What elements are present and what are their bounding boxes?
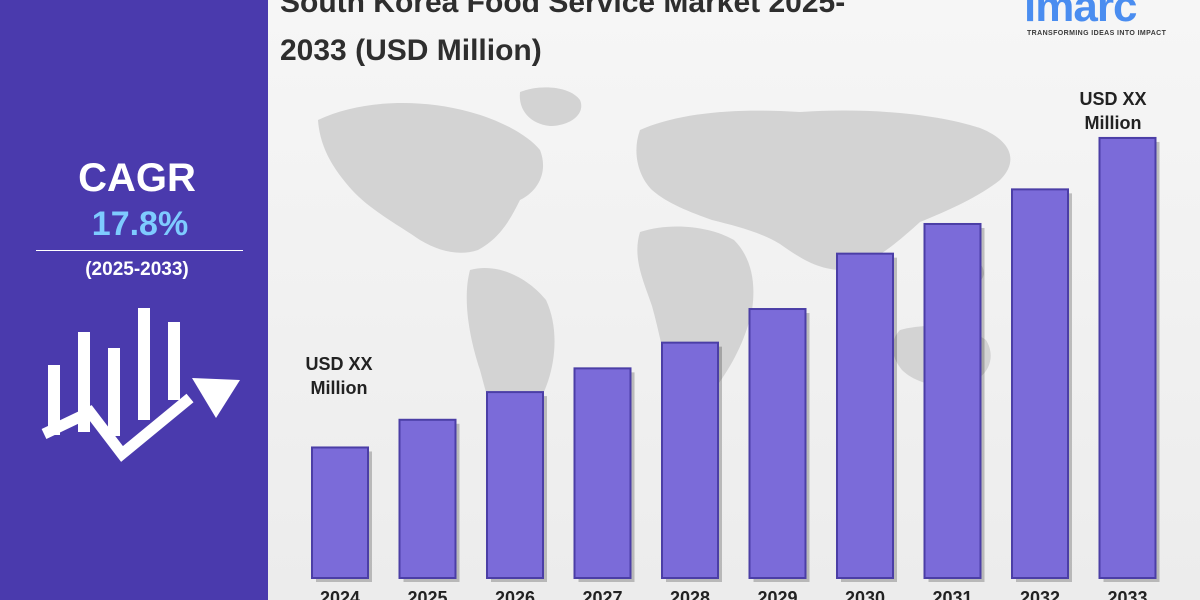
growth-chart-icon <box>41 308 240 462</box>
bars-layer <box>311 136 1160 582</box>
x-tick-label-2031: 2031 <box>932 588 972 600</box>
first-bar-annotation-line-1: USD XX <box>305 354 373 374</box>
x-tick-label-2025: 2025 <box>407 588 447 600</box>
logo-tagline: TRANSFORMING IDEAS INTO IMPACT <box>1027 30 1167 37</box>
x-tick-label-2026: 2026 <box>495 588 535 600</box>
chart-title-line-2: 2033 (USD Million) <box>280 34 542 67</box>
x-tick-label-2029: 2029 <box>757 588 797 600</box>
x-tick-label-2033: 2033 <box>1107 588 1147 600</box>
last-bar-annotation-line-2: Million <box>1084 113 1142 133</box>
first-bar-annotation-line-2: Million <box>310 378 368 398</box>
x-tick-label-2028: 2028 <box>670 588 710 600</box>
bar-2031 <box>923 222 982 579</box>
bar-2025 <box>398 418 457 579</box>
last-bar-annotation-line-1: USD XX <box>1079 89 1147 109</box>
x-tick-label-2030: 2030 <box>845 588 885 600</box>
cagr-panel <box>0 0 268 600</box>
x-tick-label-2032: 2032 <box>1020 588 1060 600</box>
first-bar-annotation: USD XX Million <box>269 352 409 400</box>
x-axis-labels: 2024 2025 2026 2027 2028 2029 2030 2031 2032 2033 <box>320 588 1148 600</box>
bar-2029 <box>748 308 807 579</box>
bar-2026 <box>486 391 544 580</box>
world-map-background <box>318 87 1011 452</box>
bar-2027 <box>573 367 632 579</box>
cagr-label: CAGR <box>78 156 196 200</box>
panel-divider <box>36 250 243 251</box>
bar-2028 <box>661 341 719 579</box>
x-tick-label-2024: 2024 <box>320 588 360 600</box>
x-tick-label-2027: 2027 <box>582 588 622 600</box>
bar-2024 <box>311 446 369 580</box>
bar-2030 <box>836 252 894 579</box>
bar-2033 <box>1098 136 1157 579</box>
bar-2032 <box>1011 188 1069 579</box>
last-bar-annotation: USD XX Million <box>1043 87 1183 135</box>
chart-title-line-1: South Korea Food Service Market 2025- <box>280 0 846 19</box>
cagr-period: (2025-2033) <box>85 259 189 280</box>
cagr-value: 17.8% <box>91 205 189 243</box>
imarc-logo: imarc <box>1024 0 1137 31</box>
